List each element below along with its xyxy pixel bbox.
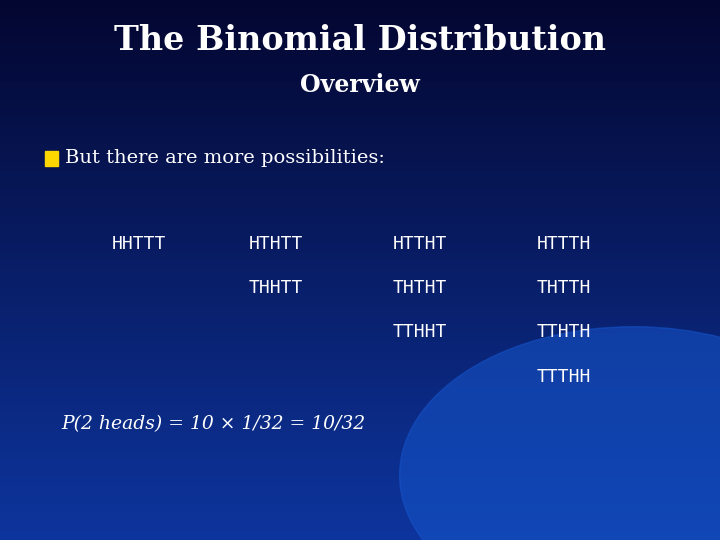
Bar [0, 63, 720, 72]
Bar [0, 432, 720, 441]
Bar [0, 414, 720, 423]
Text: TTHHT: TTHHT [392, 323, 447, 341]
Bar [0, 207, 720, 216]
Bar [0, 468, 720, 477]
Bar [0, 243, 720, 252]
Bar [0, 198, 720, 207]
Text: HTHTT: HTHTT [248, 235, 303, 253]
Bar [0, 252, 720, 261]
Bar [0, 360, 720, 369]
Bar [0, 459, 720, 468]
Bar [0, 36, 720, 45]
Bar [0, 531, 720, 540]
Bar [0, 369, 720, 378]
Bar [0, 216, 720, 225]
Bar [0, 495, 720, 504]
Bar [0, 306, 720, 315]
Bar [0, 45, 720, 54]
Text: THHTT: THHTT [248, 279, 303, 297]
Bar [0, 288, 720, 297]
Bar [0, 477, 720, 486]
Bar [0, 81, 720, 90]
Bar [0, 270, 720, 279]
Text: HTTTH: HTTTH [536, 235, 591, 253]
Text: Overview: Overview [300, 73, 420, 97]
Text: THTHT: THTHT [392, 279, 447, 297]
Bar [45, 151, 58, 166]
Bar [0, 135, 720, 144]
Bar [0, 315, 720, 324]
Bar [0, 396, 720, 405]
Text: P(2 heads) = 10 × 1/32 = 10/32: P(2 heads) = 10 × 1/32 = 10/32 [61, 415, 365, 433]
Bar [0, 513, 720, 522]
Bar [0, 117, 720, 126]
Bar [0, 504, 720, 513]
Text: HTTHT: HTTHT [392, 235, 447, 253]
Bar [0, 99, 720, 108]
Bar [0, 486, 720, 495]
Bar [0, 9, 720, 18]
Bar [0, 333, 720, 342]
Text: TTTHH: TTTHH [536, 368, 591, 386]
Text: THTTH: THTTH [536, 279, 591, 297]
Bar [0, 27, 720, 36]
Bar [0, 0, 720, 9]
Text: But there are more possibilities:: But there are more possibilities: [65, 148, 384, 167]
Bar [0, 234, 720, 243]
Bar [0, 162, 720, 171]
Text: The Binomial Distribution: The Binomial Distribution [114, 24, 606, 57]
Bar [0, 441, 720, 450]
Text: HHTTT: HHTTT [112, 235, 166, 253]
Bar [0, 189, 720, 198]
Bar [0, 297, 720, 306]
Bar [0, 279, 720, 288]
Bar [0, 450, 720, 459]
Bar [0, 171, 720, 180]
Bar [0, 261, 720, 270]
Bar [0, 342, 720, 351]
Bar [0, 54, 720, 63]
Bar [0, 225, 720, 234]
Bar [0, 153, 720, 162]
Ellipse shape [400, 327, 720, 540]
Bar [0, 324, 720, 333]
Bar [0, 378, 720, 387]
Bar [0, 522, 720, 531]
Bar [0, 72, 720, 81]
Bar [0, 351, 720, 360]
Bar [0, 90, 720, 99]
Text: TTHTH: TTHTH [536, 323, 591, 341]
Bar [0, 423, 720, 432]
Bar [0, 180, 720, 189]
Bar [0, 18, 720, 27]
Bar [0, 126, 720, 135]
Bar [0, 144, 720, 153]
Bar [0, 387, 720, 396]
Bar [0, 108, 720, 117]
Bar [0, 405, 720, 414]
